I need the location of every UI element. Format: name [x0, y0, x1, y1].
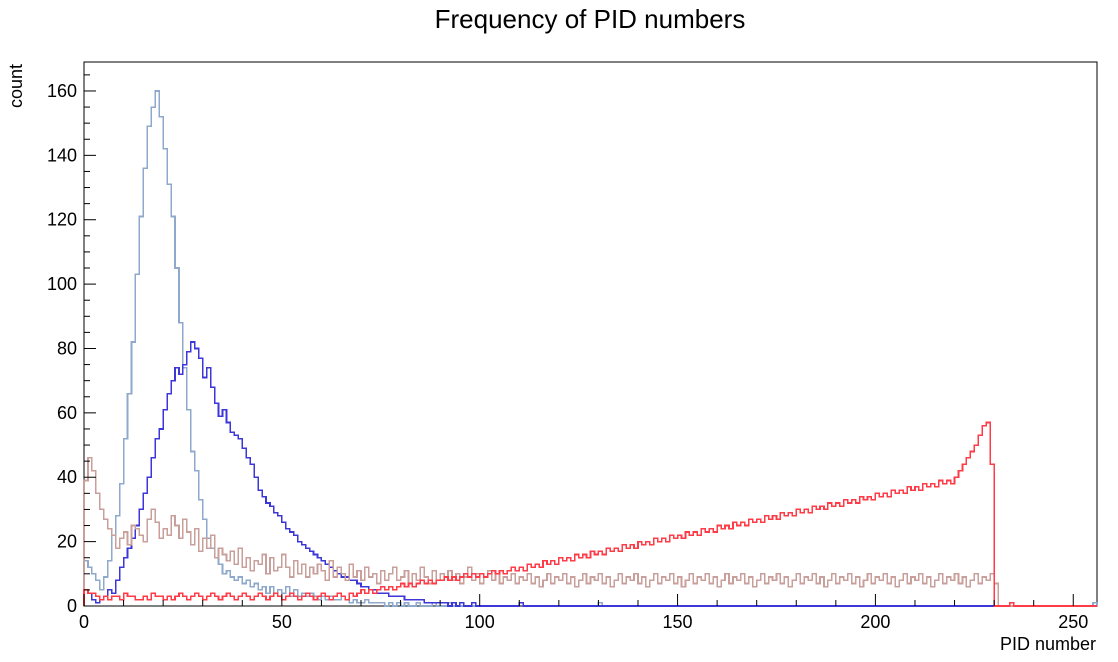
series-group — [83, 90, 1098, 607]
y-tick-label-0: 0 — [67, 596, 77, 616]
x-tick-label-1: 50 — [272, 612, 292, 632]
histogram-series-1 — [83, 90, 1098, 607]
y-tick-label-2: 40 — [57, 467, 77, 487]
y-tick-label-1: 20 — [57, 532, 77, 552]
x-axis-label: PID number — [1000, 634, 1096, 654]
axes-group: 0 50 100 150 200 250 0 20 40 60 80 100 120 140 160 — [47, 74, 1088, 632]
x-tick-label-5: 250 — [1058, 612, 1088, 632]
plot-area: 0 50 100 150 200 250 0 20 40 60 80 100 120 140 160 — [47, 61, 1098, 632]
y-tick-label-5: 100 — [47, 274, 77, 294]
chart-title: Frequency of PID numbers — [435, 4, 746, 34]
plot-frame — [83, 61, 1098, 607]
x-tick-label-2: 100 — [465, 612, 495, 632]
y-tick-label-8: 160 — [47, 81, 77, 101]
x-tick-label-0: 0 — [79, 612, 89, 632]
x-tick-label-3: 150 — [663, 612, 693, 632]
histogram-series-2 — [83, 341, 1097, 607]
y-axis-label: count — [6, 64, 26, 108]
histogram-series-4 — [83, 421, 1097, 607]
y-tick-label-4: 80 — [57, 338, 77, 358]
x-tick-label-4: 200 — [860, 612, 890, 632]
y-tick-label-7: 140 — [47, 145, 77, 165]
histogram-series-3 — [83, 457, 1097, 607]
y-tick-label-3: 60 — [57, 403, 77, 423]
y-tick-label-6: 120 — [47, 210, 77, 230]
